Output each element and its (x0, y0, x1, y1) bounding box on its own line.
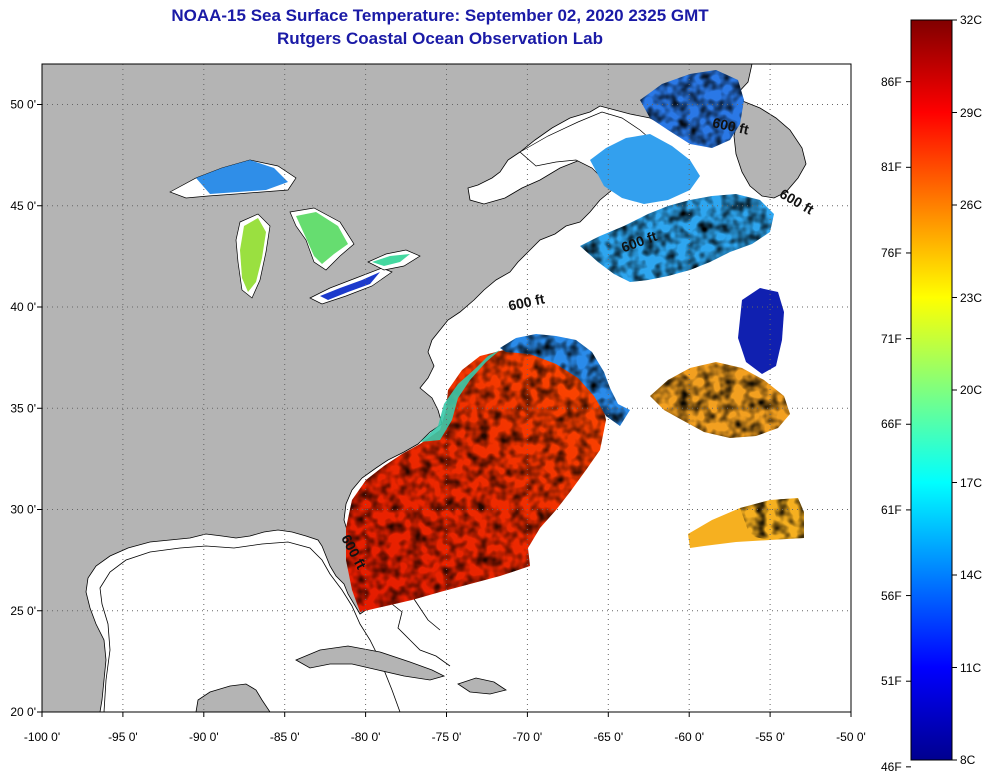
sst-offshore-eddy-speckle (650, 362, 790, 438)
colorbar-fahrenheit-label: 71F (881, 331, 902, 346)
colorbar-fahrenheit-label: 61F (881, 502, 902, 517)
lat-tick-label: 20 0' (10, 705, 36, 719)
sst-lake-huron (296, 212, 348, 264)
lat-tick-label: 25 0' (10, 604, 36, 618)
lon-tick-label: -85 0' (270, 730, 300, 744)
sst-cold-patch (738, 288, 784, 374)
longitude-axis: -100 0' -95 0' -90 0' -85 0' -80 0' -75 0' -70… (24, 712, 866, 744)
lat-tick-label: 30 0' (10, 503, 36, 517)
cuba-land (295, 645, 446, 681)
hispaniola-land (457, 677, 507, 695)
lon-tick-label: -80 0' (351, 730, 381, 744)
map-frame (41, 63, 852, 713)
colorbar-celsius-label: 23C (960, 290, 983, 305)
yucatan-land (195, 683, 271, 712)
map-title: NOAA-15 Sea Surface Temperature: Septemb… (171, 6, 709, 25)
lon-tick-label: -100 0' (24, 730, 60, 744)
lon-tick-label: -50 0' (836, 730, 866, 744)
sst-south-patch-speckle (740, 498, 804, 540)
sst-lake-superior (196, 160, 288, 194)
gulf-of-mexico (99, 541, 401, 712)
colorbar-celsius-label: 8C (960, 753, 976, 767)
bahamas-outline (391, 595, 451, 667)
colorbar-fahrenheit-label: 81F (881, 160, 902, 175)
sst-shelf-speckle (500, 334, 630, 426)
north-america-land (42, 64, 753, 712)
colorbar-fahrenheit-label: 51F (881, 674, 902, 689)
colorbar-celsius-label: 20C (960, 383, 983, 397)
colorbar-fahrenheit-label: 46F (881, 759, 902, 774)
colorbar-celsius-label: 32C (960, 13, 983, 27)
sst-slope-water (420, 350, 500, 442)
sst-labrador-speckle (640, 70, 744, 148)
lon-tick-label: -70 0' (513, 730, 543, 744)
sst-lake-michigan (240, 218, 266, 292)
contour-label: 600 ft (507, 290, 546, 313)
lon-tick-label: -65 0' (593, 730, 623, 744)
latitude-axis: 50 0' 45 0' 40 0' 35 0' 30 0' 25 0' 20 0' (10, 98, 42, 719)
lat-tick-label: 40 0' (10, 300, 36, 314)
lon-tick-label: -55 0' (755, 730, 785, 744)
lon-tick-label: -95 0' (108, 730, 138, 744)
colorbar-celsius-label: 17C (960, 475, 983, 490)
colorbar-celsius-label: 11C (960, 660, 982, 675)
colorbar-fahrenheit-label: 66F (881, 417, 902, 432)
colorbar-fahrenheit-label: 86F (881, 74, 902, 89)
sst-warm-speckle (346, 350, 606, 612)
lon-tick-label: -60 0' (674, 730, 704, 744)
colorbar-fahrenheit-label: 56F (881, 588, 902, 603)
sst-lake-erie (320, 272, 380, 300)
lon-tick-label: -75 0' (432, 730, 462, 744)
colorbar-celsius-label: 29C (960, 105, 983, 120)
map-subtitle: Rutgers Coastal Ocean Observation Lab (277, 29, 603, 48)
lat-tick-label: 35 0' (10, 401, 36, 415)
sst-st-lawrence (590, 134, 700, 204)
colorbar-celsius-label: 14C (960, 568, 983, 582)
lat-tick-label: 50 0' (10, 98, 36, 112)
sst-lake-ontario (372, 254, 410, 266)
lon-tick-label: -90 0' (189, 730, 219, 744)
colorbar-fahrenheit-label: 76F (881, 245, 902, 260)
sst-scotian-speckle (580, 194, 774, 282)
contour-label: 600 ft (711, 114, 750, 137)
lat-tick-label: 45 0' (10, 199, 36, 213)
colorbar-celsius-label: 26C (960, 198, 983, 212)
